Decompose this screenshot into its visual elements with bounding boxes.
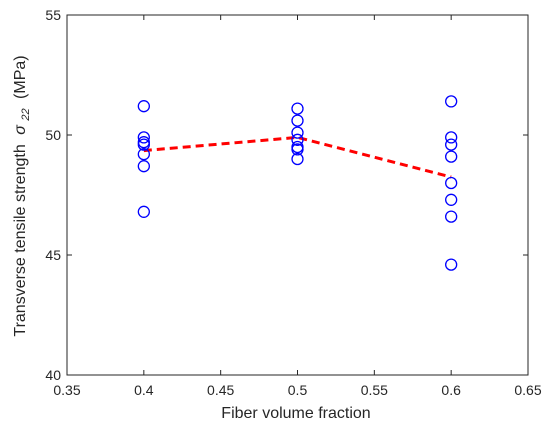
data-point — [137, 205, 150, 218]
data-point — [291, 126, 304, 139]
y-axis-label-main: Transverse tensile strength — [12, 144, 29, 336]
x-tick-label: 0.55 — [361, 382, 388, 398]
data-point — [445, 131, 458, 144]
y-tick-label: 40 — [45, 367, 61, 383]
x-axis-label: Fiber volume fraction — [221, 405, 370, 422]
y-tick-label: 50 — [45, 127, 61, 143]
y-tick-label: 55 — [45, 7, 61, 23]
y-tick-label: 45 — [45, 247, 61, 263]
y-axis-label-subscript: 22 — [20, 108, 32, 121]
data-point — [445, 193, 458, 206]
y-axis-label: Transverse tensile strength σ 22 (MPa) — [12, 55, 33, 336]
axes-box — [66, 14, 529, 376]
data-point — [137, 138, 150, 151]
data-point — [445, 176, 458, 190]
data-point — [137, 100, 150, 113]
y-axis: 40 45 50 55 — [45, 7, 528, 383]
mean-trend-line — [143, 135, 452, 179]
data-point — [445, 150, 458, 163]
data-point — [291, 133, 304, 146]
x-axis: 0.35 0.4 0.45 0.5 0.55 0.6 0.65 — [53, 15, 542, 398]
x-tick-label: 0.4 — [134, 382, 154, 398]
data-point — [445, 138, 458, 151]
x-tick-label: 0.65 — [514, 382, 541, 398]
data-point — [291, 143, 304, 156]
data-point — [291, 102, 304, 115]
data-point — [137, 131, 150, 144]
y-axis-label-symbol: σ — [12, 124, 29, 135]
y-axis-label-unit: (MPa) — [12, 55, 29, 99]
x-tick-label: 0.5 — [288, 382, 308, 398]
plot-area — [66, 14, 529, 376]
data-point — [291, 140, 304, 154]
data-point — [291, 152, 304, 166]
data-point — [291, 114, 304, 127]
x-tick-label: 0.6 — [441, 382, 461, 398]
data-point — [445, 95, 458, 108]
data-point — [137, 160, 150, 173]
data-point — [445, 258, 458, 271]
x-tick-label: 0.45 — [207, 382, 234, 398]
data-point — [445, 210, 458, 223]
x-tick-label: 0.35 — [53, 382, 80, 398]
data-point — [137, 148, 150, 161]
data-point — [137, 136, 150, 149]
